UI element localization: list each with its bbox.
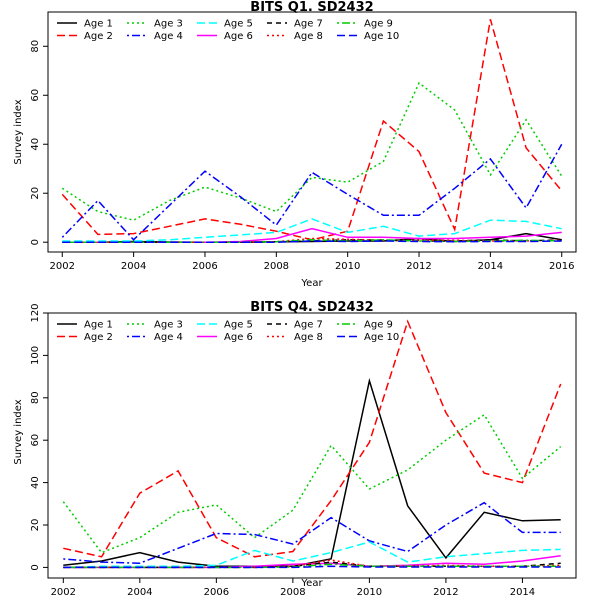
y-tick-label: 40 [30, 476, 41, 489]
chart-title: BITS Q1. SD2432 [250, 0, 373, 15]
series-line-age-5 [63, 541, 561, 569]
y-tick-label: 20 [30, 519, 41, 532]
series-line-age-2 [61, 19, 563, 241]
y-axis: 0 20 40 60 80 100 120 [30, 303, 48, 571]
y-tick-label: 40 [30, 138, 41, 151]
x-tick-label: 2006 [192, 261, 217, 272]
x-tick-label: 2014 [510, 587, 535, 598]
series-lines [61, 19, 563, 243]
legend-label: Age 2 [84, 31, 113, 42]
legend-label: Age 3 [154, 19, 183, 30]
x-tick-label: 2012 [433, 587, 458, 598]
legend-label: Age 6 [224, 332, 253, 343]
x-tick-label: 2006 [204, 587, 229, 598]
x-tick-label: 2002 [50, 261, 75, 272]
legend-label: Age 7 [294, 320, 323, 331]
chart-panel-q4: BITS Q4. SD2432 Year Survey index 2002 20… [13, 300, 577, 598]
x-axis: 2002 2004 2006 2008 2010 2012 2014 [51, 578, 535, 598]
legend-label: Age 8 [294, 332, 323, 343]
x-tick-label: 2010 [357, 587, 382, 598]
y-tick-label: 0 [30, 239, 41, 245]
series-line-age-8 [63, 559, 561, 569]
y-tick-label: 80 [30, 391, 41, 404]
x-tick-label: 2016 [549, 261, 574, 272]
x-tick-label: 2014 [478, 261, 503, 272]
series-line-age-5 [62, 218, 562, 242]
y-tick-label: 80 [30, 40, 41, 53]
x-tick-label: 2004 [121, 261, 146, 272]
x-tick-label: 2010 [335, 261, 360, 272]
y-axis-title: Survey index [13, 99, 24, 164]
series-lines [62, 319, 562, 569]
legend-label: Age 8 [294, 31, 323, 42]
x-tick-label: 2004 [127, 587, 152, 598]
legend-label: Age 9 [364, 320, 393, 331]
x-axis-title: Year [300, 278, 323, 289]
legend-label: Age 1 [84, 19, 113, 30]
y-axis-title: Survey index [13, 399, 24, 464]
legend-label: Age 5 [224, 320, 253, 331]
legend-label: Age 10 [364, 332, 399, 343]
y-axis: 0 20 40 60 80 [30, 40, 48, 245]
legend-label: Age 3 [154, 320, 183, 331]
x-tick-label: 2012 [406, 261, 431, 272]
legend-label: Age 5 [224, 19, 253, 30]
series-line-age-9 [62, 239, 562, 243]
series-line-age-3 [62, 413, 562, 554]
legend-label: Age 1 [84, 320, 113, 331]
series-line-age-3 [61, 81, 563, 221]
chart-panel-q1: BITS Q1. SD2432 Year Survey index 2002 20… [13, 0, 577, 289]
y-tick-label: 60 [30, 89, 41, 102]
plot-area-border [47, 11, 577, 253]
series-line-age-9 [63, 563, 561, 569]
y-tick-label: 100 [30, 346, 41, 365]
legend-label: Age 4 [154, 332, 183, 343]
x-tick-label: 2002 [51, 587, 76, 598]
legend-label: Age 4 [154, 31, 183, 42]
series-line-age-1 [63, 377, 561, 568]
y-tick-label: 0 [30, 564, 41, 570]
series-line-age-2 [63, 319, 562, 558]
y-tick-label: 20 [30, 187, 41, 200]
plot-area-border [47, 312, 577, 579]
x-tick-label: 2008 [280, 587, 305, 598]
y-tick-label: 120 [30, 303, 41, 322]
legend-label: Age 9 [364, 19, 393, 30]
y-tick-label: 60 [30, 434, 41, 447]
legend-label: Age 7 [294, 19, 323, 30]
legend-label: Age 10 [364, 31, 399, 42]
legend-label: Age 2 [84, 332, 113, 343]
chart-title: BITS Q4. SD2432 [250, 300, 373, 315]
series-line-age-10 [63, 565, 561, 569]
x-tick-label: 2008 [264, 261, 289, 272]
series-line-age-4 [61, 143, 563, 241]
legend-label: Age 6 [224, 31, 253, 42]
x-axis-title: Year [300, 578, 323, 589]
x-axis: 2002 2004 2006 2008 2010 2012 2014 2016 [50, 252, 574, 272]
